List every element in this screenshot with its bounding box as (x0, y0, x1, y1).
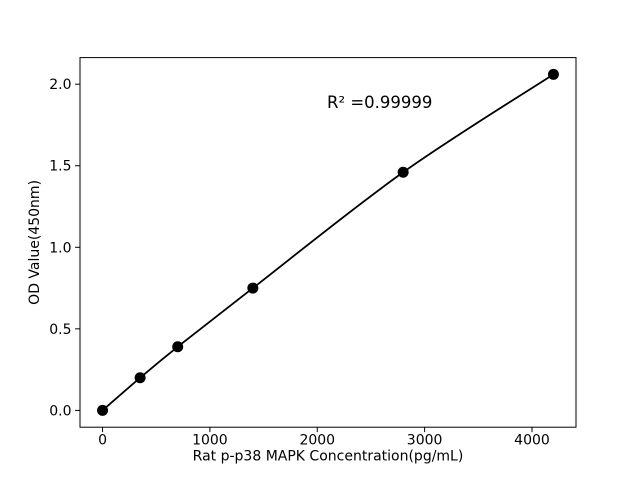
y-tick-label: 0.0 (49, 403, 71, 419)
x-axis-ticks: 0 1000 2000 3000 4000 (98, 427, 550, 449)
y-tick-label: 2.0 (49, 77, 71, 93)
x-tick-label: 4000 (514, 433, 550, 449)
data-point-marker (134, 372, 146, 384)
y-tick-label: 1.5 (49, 159, 71, 175)
x-tick-label: 2000 (299, 433, 335, 449)
data-point-marker (247, 282, 259, 294)
x-tick-label: 3000 (407, 433, 443, 449)
plot-area (80, 57, 576, 428)
axes-spines (79, 57, 577, 428)
data-point-marker (97, 404, 109, 416)
y-tick-label: 0.5 (49, 322, 71, 338)
x-tick-label: 1000 (192, 433, 228, 449)
data-point-marker (397, 166, 409, 178)
data-point-marker (172, 341, 184, 353)
y-axis-label: OD Value(450nm) (27, 180, 43, 305)
x-axis-label: Rat p-p38 MAPK Concentration(pg/mL) (193, 449, 464, 465)
data-point-markers (97, 68, 559, 416)
y-tick-label: 1.0 (49, 240, 71, 256)
y-axis-ticks: 0.0 0.5 1.0 1.5 2.0 (49, 77, 80, 419)
r-squared-annotation: R² =0.99999 (327, 93, 432, 112)
data-point-marker (547, 68, 559, 80)
x-tick-label: 0 (98, 433, 107, 449)
